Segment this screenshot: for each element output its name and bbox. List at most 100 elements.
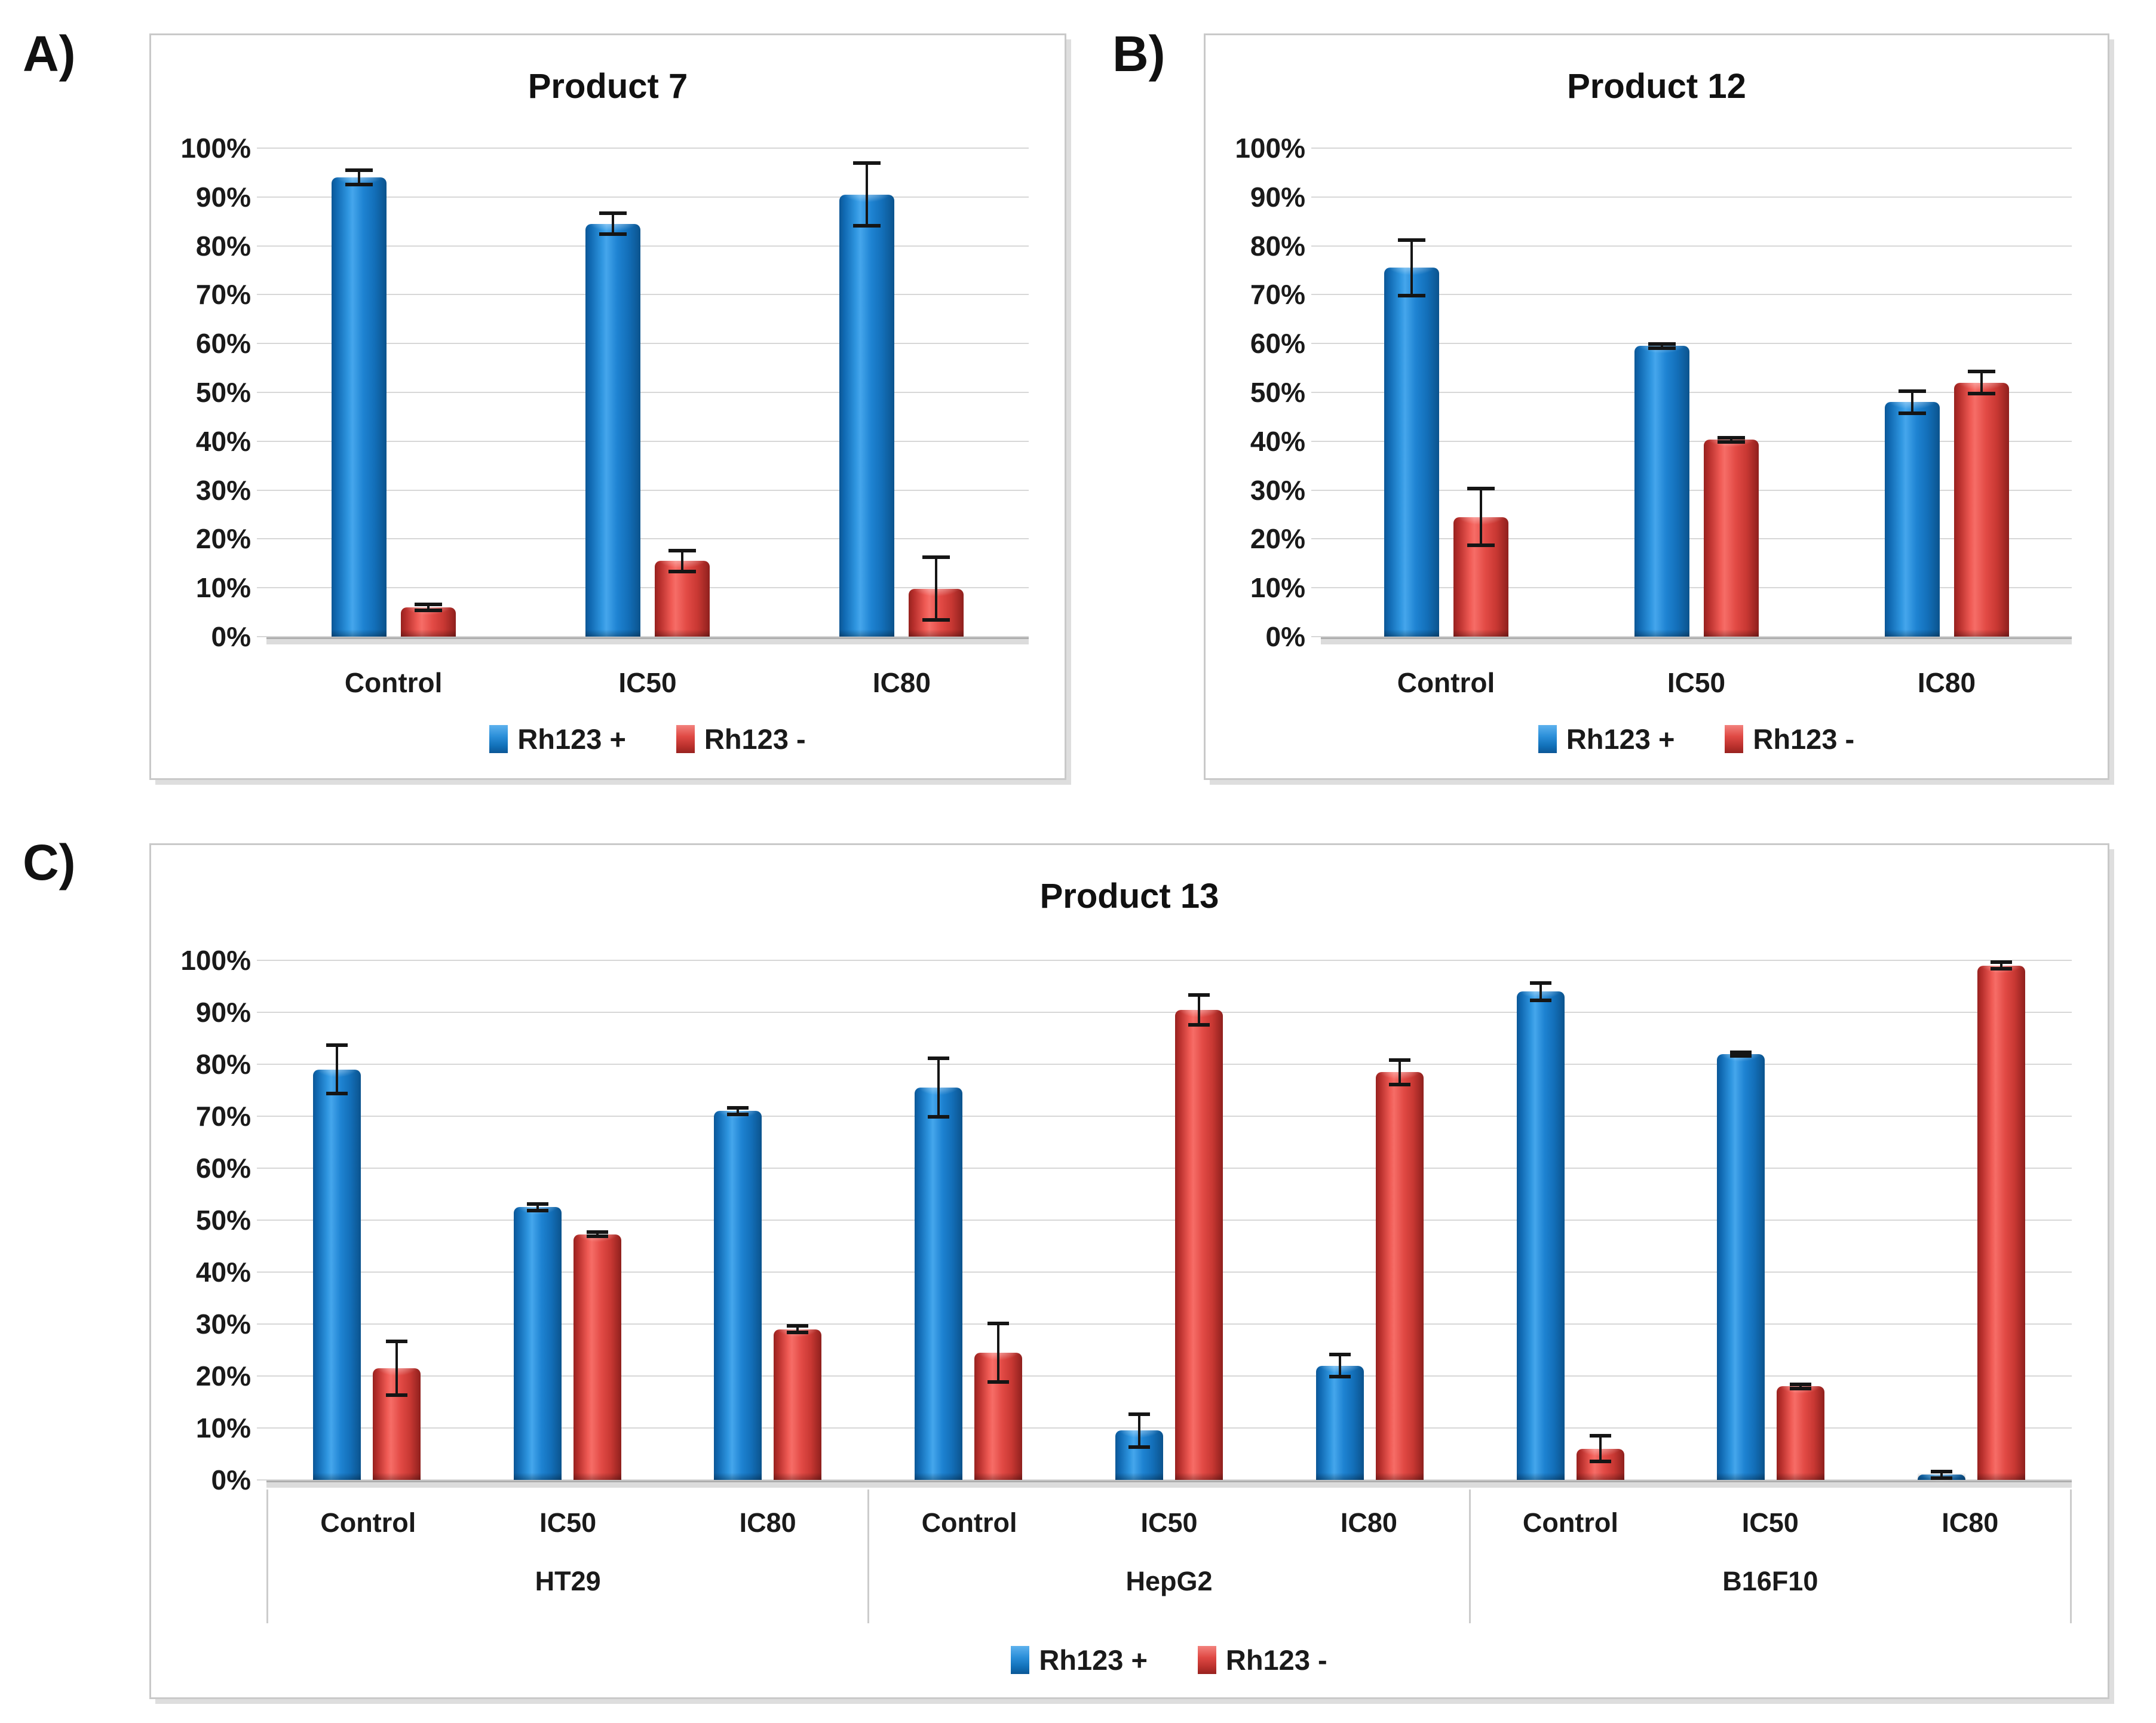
error-bar: [853, 161, 881, 228]
bar-rh123-plus: [1717, 1054, 1765, 1481]
bar-slot: [312, 960, 361, 1481]
error-bar-cap-bottom: [1991, 967, 2013, 971]
gridline: [1311, 294, 2072, 296]
legend: Rh123 + Rh123 -: [1321, 723, 2072, 755]
bar-rh123-plus: [1315, 1365, 1364, 1481]
chart-product-13: 0% 10% 20% 30% 40% 50% 60% 70% 80% 90% 100% Control…: [151, 947, 2108, 1676]
gridline: [257, 196, 1029, 198]
gridline: [1311, 148, 2072, 149]
y-tick-label: 90%: [1250, 181, 1305, 213]
error-bar-cap-bottom: [1898, 411, 1926, 415]
x-category-label: Control: [1522, 1507, 1618, 1538]
error-bar-line: [796, 1324, 799, 1335]
error-bar-cap-top: [987, 1321, 1010, 1325]
y-tick-label: 40%: [195, 1257, 251, 1288]
x-category-label: IC80: [872, 667, 931, 698]
y-tick-label: 60%: [195, 1153, 251, 1184]
error-bar-cap-top: [853, 161, 881, 165]
error-bar-cap-bottom: [922, 618, 950, 622]
y-tick-label: 40%: [1250, 425, 1305, 457]
category-labels: Control IC50 IC80: [268, 1489, 867, 1538]
error-bar-cap-top: [1397, 238, 1425, 242]
panel-label-b: B): [1112, 26, 1166, 82]
error-bar: [922, 555, 950, 622]
gridline: [257, 489, 1029, 491]
error-bar-cap-top: [1717, 435, 1745, 440]
y-tick-label: 100%: [180, 133, 251, 164]
legend-label: Rh123 -: [1225, 1644, 1327, 1676]
bar-slot: [585, 148, 640, 637]
chart-body: 0% 10% 20% 30% 40% 50% 60% 70% 80% 90% 100% Control…: [151, 134, 1065, 755]
bar-pair: [839, 148, 964, 637]
y-tick-label: 50%: [1250, 377, 1305, 408]
error-bar: [1717, 435, 1745, 444]
bar-rh123-minus: [774, 1329, 822, 1481]
bar-slot: [974, 960, 1023, 1481]
category-group: [868, 960, 1470, 1481]
bar-groups: [1321, 148, 2072, 637]
bar-slot: [372, 960, 421, 1481]
error-bar-cap-bottom: [326, 1092, 348, 1096]
bar-pair: [1516, 960, 1624, 1481]
chart-body: 0% 10% 20% 30% 40% 50% 60% 70% 80% 90% 100% Control…: [1206, 134, 2108, 755]
error-bar: [987, 1321, 1010, 1384]
gridline: [257, 1168, 2072, 1169]
bar-slot: [513, 960, 562, 1480]
bar-slot: [839, 148, 895, 637]
bar-pair: [1384, 148, 1508, 637]
bar-rh123-minus: [1977, 965, 2026, 1481]
x-category-label: IC80: [739, 1507, 796, 1538]
error-bar-cap-bottom: [787, 1331, 809, 1335]
y-tick-label: 70%: [195, 1101, 251, 1132]
y-tick-label: 100%: [180, 945, 251, 976]
error-bar: [1329, 1352, 1351, 1379]
error-bar-cap-bottom: [853, 224, 881, 228]
panel-label-a: A): [23, 26, 76, 82]
chart-right: Control IC50 IC80 Rh123 + Rh123 -: [257, 148, 1029, 755]
error-bar: [586, 1230, 608, 1238]
x-category-label: IC80: [1942, 1507, 1999, 1538]
bar-rh123-plus: [585, 223, 640, 637]
bar-rh123-plus: [714, 1111, 762, 1480]
chart-right: Control IC50 IC80 Rh123 + Rh123 -: [1311, 148, 2072, 755]
bar-pair: [1115, 960, 1223, 1481]
category-group: [1470, 960, 2072, 1488]
legend-item-rh123-minus: Rh123 -: [676, 723, 806, 755]
error-bar: [928, 1056, 950, 1119]
category-group: [266, 960, 868, 1481]
gridline: [1311, 538, 2072, 540]
x-category-label: Control: [1397, 667, 1495, 698]
error-bar: [1730, 1050, 1752, 1058]
y-tick-label: 50%: [195, 377, 251, 408]
error-bar-cap-bottom: [668, 569, 696, 573]
error-bar-line: [935, 555, 938, 622]
y-tick-label: 50%: [195, 1205, 251, 1236]
chart-body: 0% 10% 20% 30% 40% 50% 60% 70% 80% 90% 100% Control…: [151, 947, 2108, 1676]
error-bar: [1128, 1412, 1150, 1449]
error-bar-cap-top: [1388, 1058, 1410, 1062]
x-category-label: IC50: [1667, 667, 1726, 698]
chart-title-product-12: Product 12: [1567, 67, 1746, 106]
bar-pair: [1717, 960, 1825, 1481]
bar-pair: [513, 960, 621, 1480]
error-bar-line: [1479, 486, 1482, 548]
y-tick-label: 100%: [1235, 133, 1305, 164]
bar-pair: [1884, 148, 2009, 637]
category-axis: Control IC50 IC80 HT29 Control IC50 IC80 HepG2 C…: [266, 1489, 2072, 1623]
bar-rh123-minus: [1174, 1009, 1223, 1481]
x-axis-line: [257, 1479, 2072, 1481]
legend: Rh123 + Rh123 -: [266, 1644, 2072, 1676]
plot-area: [257, 960, 2072, 1488]
error-bar-cap-bottom: [414, 609, 442, 613]
bar-rh123-plus: [513, 1207, 562, 1480]
chart-product-12: 0% 10% 20% 30% 40% 50% 60% 70% 80% 90% 100% Control…: [1206, 134, 2108, 755]
panel-b: Product 12 0% 10% 20% 30% 40% 50% 60% 70% 80% 90%…: [1204, 33, 2109, 780]
gridline: [257, 1323, 2072, 1325]
bar-pair: [331, 148, 456, 637]
cell-line-group: Control IC50 IC80 HT29: [268, 1489, 867, 1623]
error-bar-line: [536, 1202, 539, 1212]
error-bar-line: [1910, 389, 1913, 415]
bar-slot: [1453, 148, 1508, 637]
legend-label: Rh123 +: [1039, 1644, 1148, 1676]
